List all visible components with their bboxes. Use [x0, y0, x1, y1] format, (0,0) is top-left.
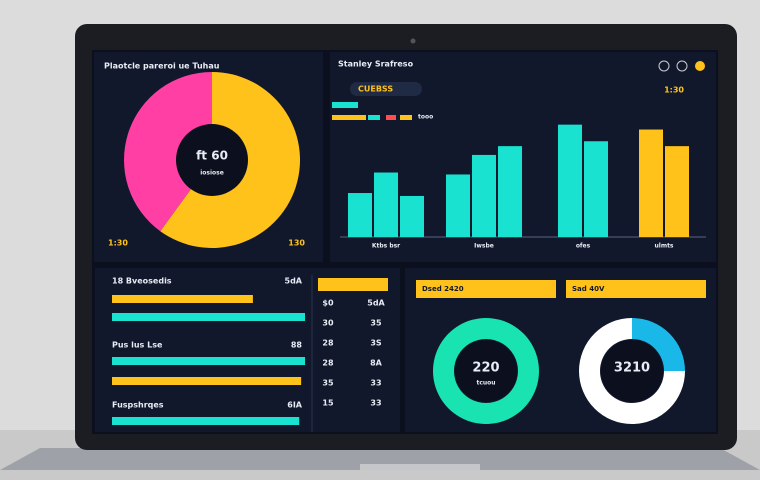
slice [579, 318, 685, 424]
cell: $0 [322, 299, 334, 308]
cell: 8A [370, 359, 383, 368]
header-bar [416, 280, 556, 298]
title: Dsed 2420 [422, 285, 464, 293]
hinge [360, 464, 480, 470]
center-label: ft 60 [196, 149, 228, 163]
hbar [112, 357, 305, 365]
slice [632, 318, 685, 371]
row-value: 88 [291, 341, 303, 350]
corner-label: 1:30 [664, 86, 684, 95]
bar [558, 124, 582, 237]
center-label: 220 [472, 361, 499, 376]
title: Stanley Srafreso [338, 60, 414, 69]
cell: 35 [322, 379, 334, 388]
slice [124, 72, 212, 232]
center-sub: tcuou [476, 380, 495, 387]
x-tick-label: ofes [576, 243, 591, 250]
x-tick-label: ulmts [654, 243, 673, 250]
icon[interactable] [676, 60, 688, 72]
icon[interactable] [695, 61, 705, 71]
cell: 5dA [367, 299, 385, 308]
x-tick-label: Iwsbe [474, 243, 494, 250]
center-label: 3210 [614, 361, 650, 376]
row-label: Fuspshrqes [112, 401, 164, 410]
legend: tooo [418, 114, 433, 121]
legend-chip [368, 115, 380, 120]
row-label: Pus lus Lse [112, 341, 163, 350]
row-value: 6IA [287, 401, 303, 410]
bar [472, 154, 496, 237]
legend-chip [332, 115, 366, 120]
hole [601, 340, 663, 402]
slice [432, 318, 539, 424]
corner-label: 130 [288, 239, 305, 248]
bar [446, 174, 470, 237]
badge: CUEBSS [358, 85, 393, 94]
bar [584, 141, 608, 237]
title: Sad 40V [572, 285, 605, 293]
bar [348, 193, 372, 237]
hole [176, 124, 248, 196]
hole [455, 340, 517, 402]
header-bar [318, 278, 388, 291]
cell: 30 [322, 319, 334, 328]
badge-bg [350, 82, 422, 96]
laptop-base [0, 448, 760, 470]
row-label: 18 Bveosedis [112, 277, 172, 286]
x-tick-label: Ktbs bsr [372, 243, 400, 250]
cell: 33 [370, 379, 381, 388]
bar [400, 195, 424, 237]
cell: 3S [370, 339, 382, 348]
hbar [112, 313, 305, 321]
cell: 28 [322, 359, 334, 368]
legend-chip [332, 102, 358, 108]
icon[interactable] [658, 60, 670, 72]
legend-chip [400, 115, 412, 120]
center-sub: iosiose [200, 170, 224, 177]
legend-chip [386, 115, 396, 120]
cell: 35 [370, 319, 382, 328]
title: Plaotcle pareroi ue Tuhau [104, 62, 220, 71]
bar [639, 129, 663, 237]
hbar [112, 377, 302, 385]
cell: 28 [322, 339, 334, 348]
row-value: 5dA [285, 277, 303, 286]
bar [374, 172, 398, 237]
bar [498, 146, 522, 237]
camera [410, 38, 416, 44]
hbar [112, 295, 253, 303]
hbar [112, 417, 300, 425]
cell: 15 [322, 399, 334, 408]
cell: 33 [370, 399, 381, 408]
header-bar [566, 280, 706, 298]
bar [665, 146, 689, 237]
corner-label: 1:30 [108, 239, 128, 248]
